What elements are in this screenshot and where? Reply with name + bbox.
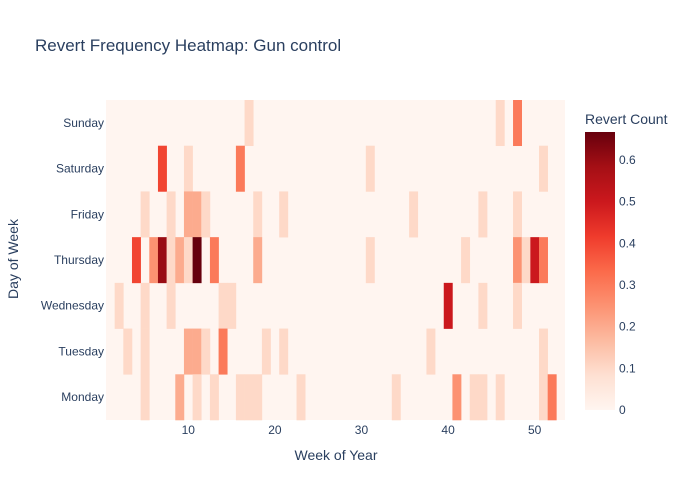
y-tick-label: Tuesday <box>58 344 104 358</box>
heatmap-cell <box>513 282 522 329</box>
heatmap-cell <box>218 282 228 329</box>
heatmap-cell <box>192 237 202 284</box>
heatmap-cell <box>261 328 271 375</box>
heatmap-cell <box>513 191 522 238</box>
heatmap-cell <box>192 328 202 375</box>
heatmap-cell <box>192 374 202 421</box>
heatmap-cell <box>209 237 219 284</box>
chart-title: Revert Frequency Heatmap: Gun control <box>35 36 341 55</box>
heatmap-cell <box>478 282 488 329</box>
heatmap-cell <box>183 328 193 375</box>
heatmap-cell <box>123 328 133 375</box>
colorbar-tick-label: 0.2 <box>619 320 636 334</box>
colorbar-tick-label: 0.4 <box>619 236 636 250</box>
heatmap-cell <box>227 282 237 329</box>
heatmap-cell <box>140 191 150 238</box>
heatmap-cell <box>365 237 375 284</box>
heatmap-cell <box>157 145 167 192</box>
heatmap-cell <box>140 374 150 421</box>
heatmap-cell <box>521 237 531 284</box>
heatmap-cell <box>201 191 211 238</box>
heatmap-cell <box>157 237 167 284</box>
colorbar-tick-label: 0.5 <box>619 195 636 209</box>
x-tick-label: 50 <box>528 423 542 437</box>
heatmap-cell <box>513 100 522 147</box>
x-tick-label: 20 <box>268 423 282 437</box>
heatmap-cell <box>235 374 245 421</box>
colorbar <box>585 132 615 410</box>
heatmap-cell <box>183 145 193 192</box>
heatmap-cell <box>253 191 263 238</box>
heatmap-cell <box>140 282 150 329</box>
heatmap-cell <box>539 237 548 284</box>
y-tick-label: Thursday <box>54 253 104 267</box>
colorbar-tick-label: 0.3 <box>619 278 636 292</box>
y-tick-label: Friday <box>71 207 104 221</box>
x-tick-label: 30 <box>355 423 369 437</box>
heatmap-cell <box>131 237 141 284</box>
heatmap-cell <box>409 191 419 238</box>
colorbar-ticks: 0 0.1 0.2 0.3 0.4 0.5 0.6 <box>619 153 636 417</box>
heatmap-cell <box>478 191 488 238</box>
heatmap-cell <box>253 374 263 421</box>
heatmap-cell <box>166 191 176 238</box>
heatmap-cell <box>201 328 211 375</box>
heatmap-cell <box>452 374 462 421</box>
heatmap-cell <box>183 191 193 238</box>
heatmap-cell <box>218 328 228 375</box>
heatmap-cell <box>365 145 375 192</box>
heatmap-cell <box>149 237 159 284</box>
heatmap-cell <box>175 237 185 284</box>
colorbar-tick-label: 0 <box>619 403 626 417</box>
heatmap-cell <box>209 374 219 421</box>
heatmap-cell <box>296 374 306 421</box>
heatmap-cell <box>495 100 505 147</box>
heatmap-cell <box>391 374 401 421</box>
heatmap-cell <box>539 374 548 421</box>
heatmap-cell <box>253 237 263 284</box>
x-axis-ticks: 10 20 30 40 50 <box>182 423 542 437</box>
heatmap-cell <box>279 191 289 238</box>
heatmap-cell <box>513 237 522 284</box>
heatmap-cell <box>166 237 176 284</box>
heatmap-cell <box>461 237 471 284</box>
heatmap-cell <box>539 145 548 192</box>
x-axis-label: Week of Year <box>294 447 377 463</box>
heatmap-cells <box>114 100 557 421</box>
heatmap-cell <box>426 328 436 375</box>
heatmap-cell <box>547 374 557 421</box>
x-tick-label: 10 <box>182 423 196 437</box>
heatmap-cell <box>244 374 254 421</box>
heatmap-cell <box>443 282 453 329</box>
heatmap-cell <box>244 100 254 147</box>
y-tick-label: Saturday <box>56 162 104 176</box>
heatmap-cell <box>175 374 185 421</box>
heatmap-cell <box>530 237 540 284</box>
heatmap-cell <box>183 237 193 284</box>
y-axis-ticks: Monday Tuesday Wednesday Thursday Friday Satu… <box>41 116 104 404</box>
heatmap-cell <box>235 145 245 192</box>
y-tick-label: Monday <box>61 390 104 404</box>
x-tick-label: 40 <box>441 423 455 437</box>
y-tick-label: Wednesday <box>41 299 104 313</box>
heatmap-cell <box>192 191 202 238</box>
heatmap-cell <box>279 328 289 375</box>
heatmap-cell <box>140 328 150 375</box>
y-axis-label: Day of Week <box>5 218 21 299</box>
y-tick-label: Sunday <box>63 116 104 130</box>
heatmap-cell <box>114 282 124 329</box>
colorbar-title: Revert Count <box>585 111 668 127</box>
heatmap-cell <box>166 282 176 329</box>
heatmap-cell <box>539 328 548 375</box>
colorbar-tick-label: 0.6 <box>619 153 636 167</box>
heatmap-cell <box>495 374 505 421</box>
heatmap-cell <box>469 374 479 421</box>
heatmap-cell <box>478 374 488 421</box>
colorbar-tick-label: 0.1 <box>619 361 636 375</box>
